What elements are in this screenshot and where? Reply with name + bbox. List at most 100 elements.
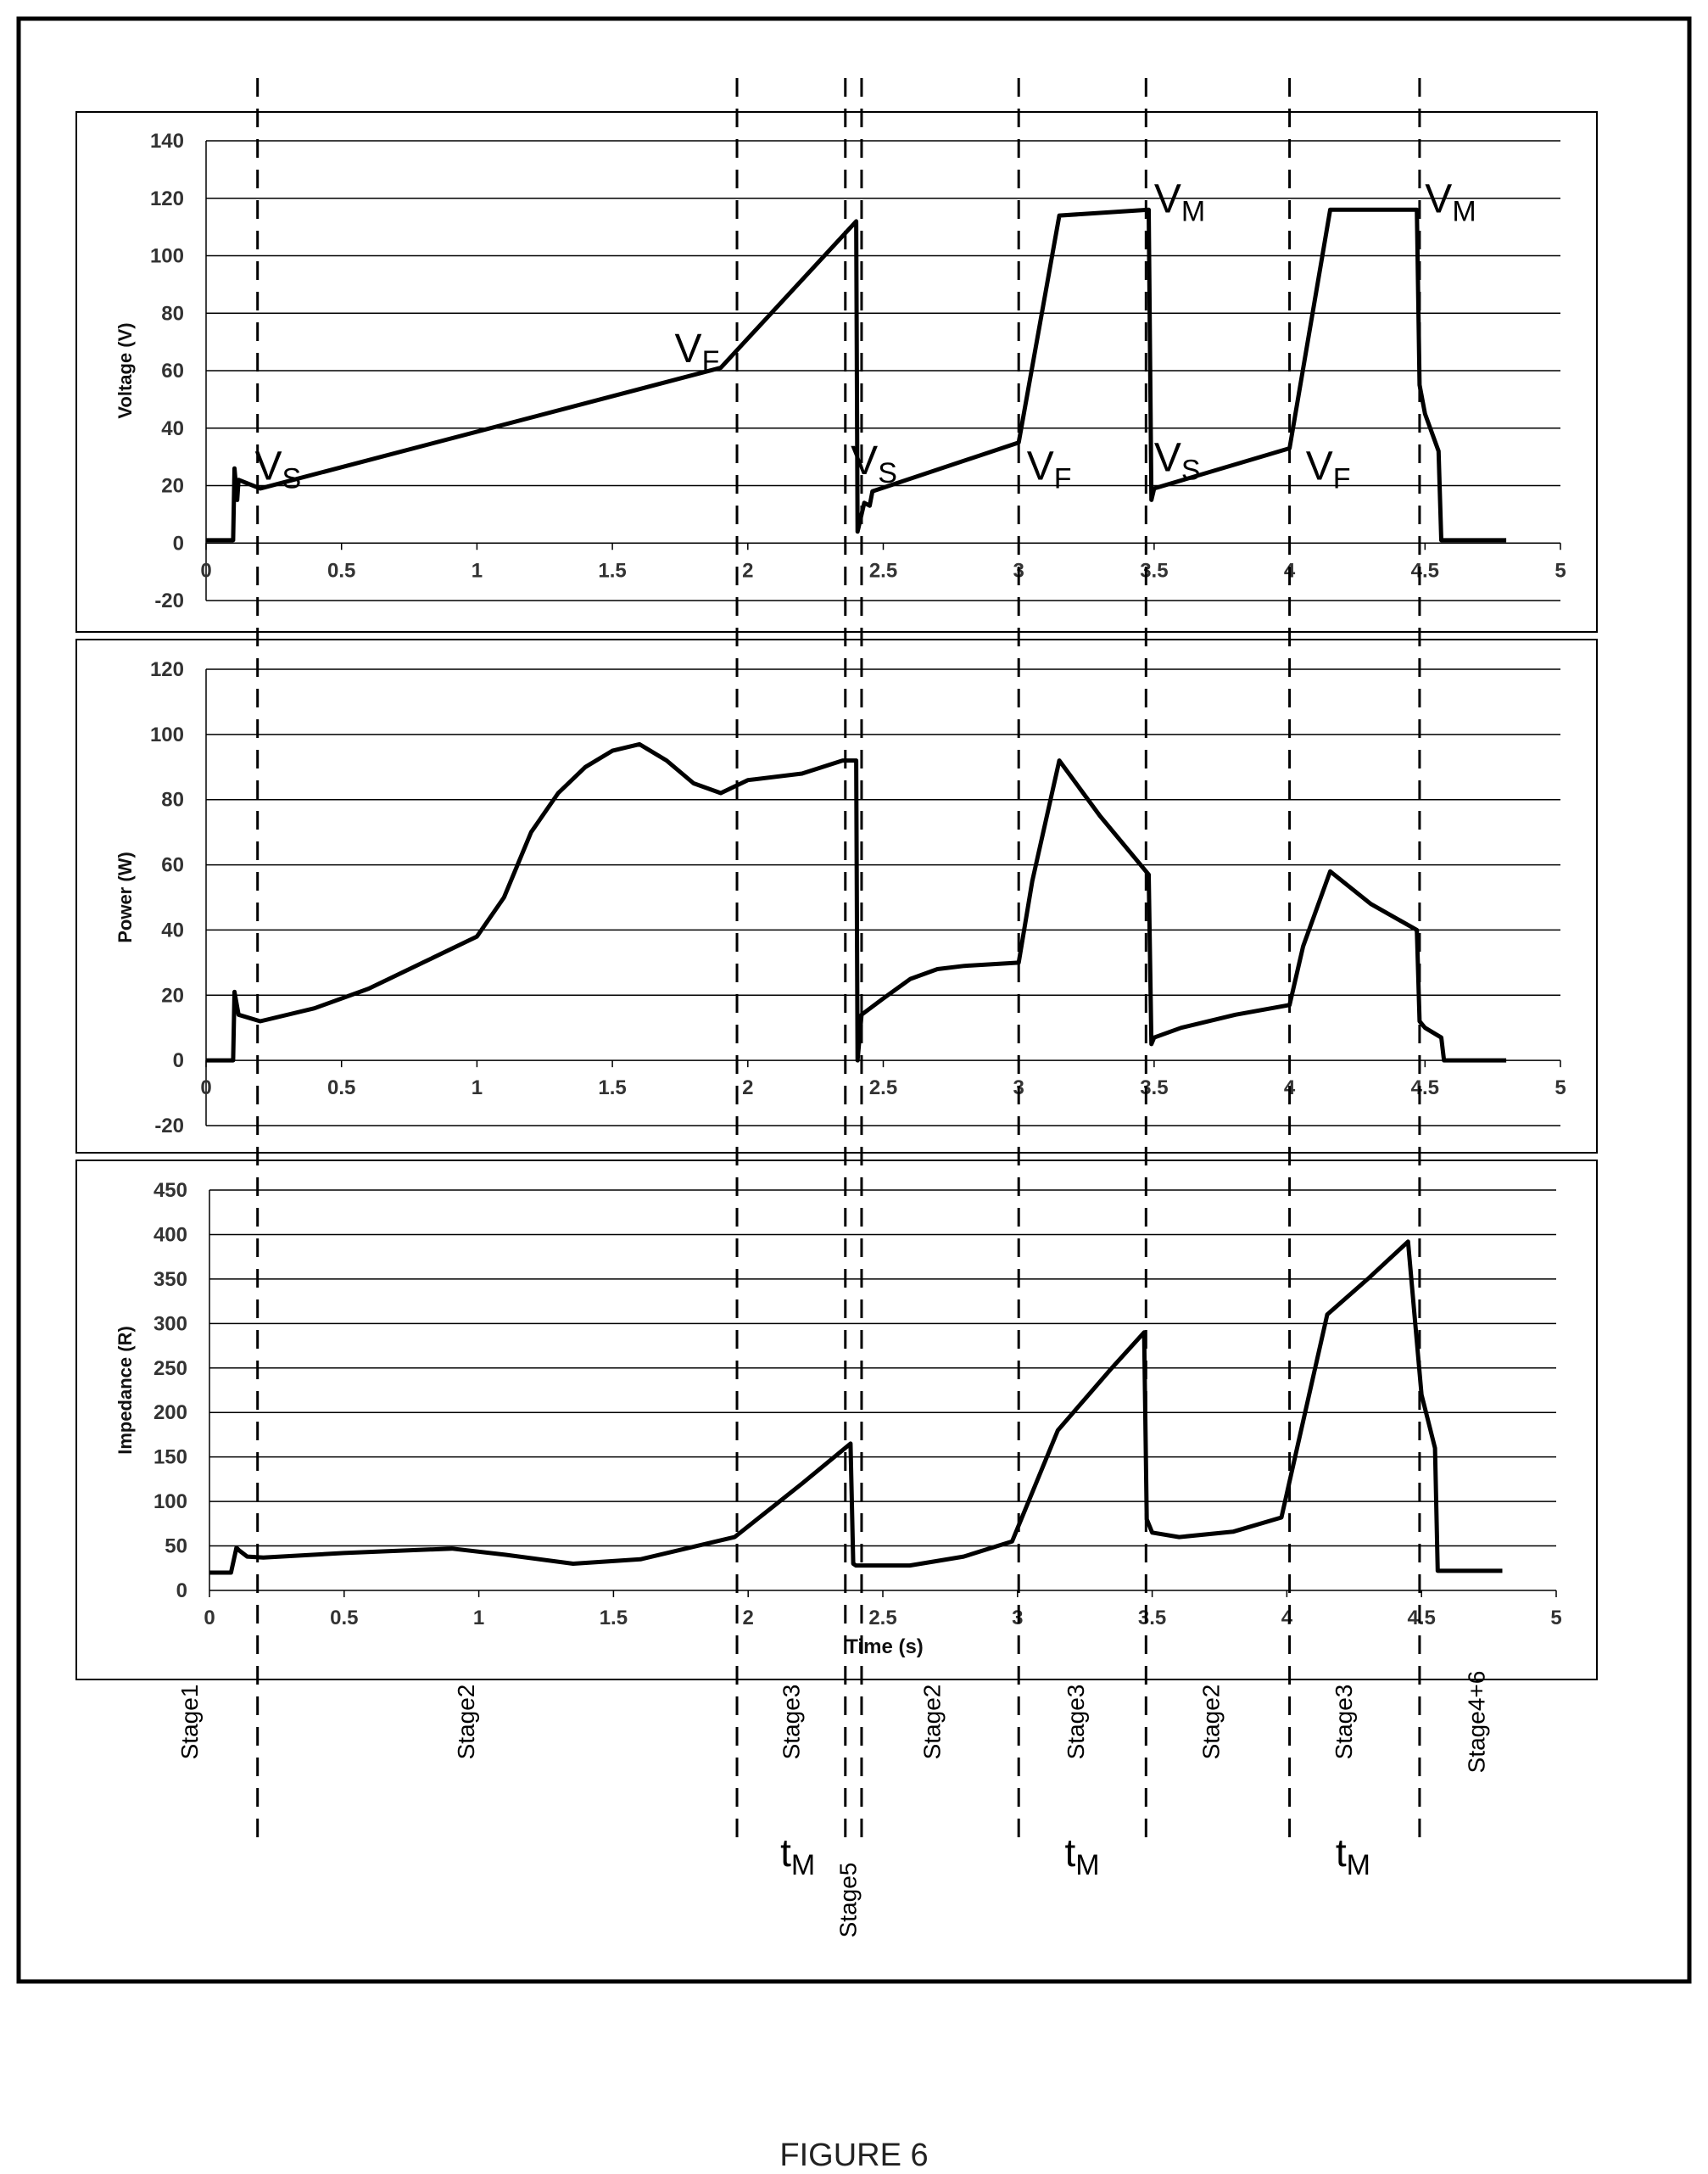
power-y-tick-label: -20 bbox=[154, 1115, 184, 1137]
voltage-x-tick-label: 1.5 bbox=[598, 559, 626, 582]
voltage-y-tick-label: 80 bbox=[161, 302, 184, 325]
impedance-frame bbox=[75, 1160, 1598, 1680]
impedance-x-axis-label: Time (s) bbox=[846, 1635, 924, 1658]
figure-caption: FIGURE 6 bbox=[779, 2138, 929, 2173]
impedance-x-tick-label: 5 bbox=[1550, 1607, 1561, 1629]
tm-labels: tM tM tM bbox=[780, 1830, 1370, 1881]
impedance-y-tick-label: 300 bbox=[153, 1312, 187, 1335]
power-x-tick-label: 2 bbox=[742, 1076, 753, 1099]
stage-label: Stage2 bbox=[453, 1685, 479, 1760]
impedance-x-tick-label: 2.5 bbox=[868, 1607, 896, 1629]
stage-label: Stage3 bbox=[1063, 1685, 1089, 1760]
power-y-tick-label: 20 bbox=[161, 984, 184, 1007]
impedance-x-tick-label: 4 bbox=[1281, 1607, 1293, 1629]
impedance-x-tick-label: 2 bbox=[743, 1607, 754, 1629]
impedance-x-tick-label: 0.5 bbox=[330, 1607, 358, 1629]
voltage-x-tick-label: 3.5 bbox=[1140, 559, 1168, 582]
power-panel: -2002040608010012000.511.522.533.544.55P… bbox=[75, 639, 1598, 1154]
impedance-y-tick-label: 0 bbox=[176, 1579, 187, 1602]
voltage-y-tick-label: -20 bbox=[154, 590, 184, 612]
voltage-annotation: VS bbox=[1154, 436, 1201, 487]
stage-label: Stage2 bbox=[919, 1685, 946, 1760]
impedance-y-tick-label: 200 bbox=[153, 1401, 187, 1424]
voltage-y-tick-label: 20 bbox=[161, 475, 184, 498]
impedance-series-line bbox=[209, 1239, 1503, 1575]
voltage-frame bbox=[75, 111, 1598, 633]
voltage-annotation: VM bbox=[1425, 177, 1476, 228]
power-series-line bbox=[206, 741, 1507, 1063]
voltage-x-tick-label: 4.5 bbox=[1411, 559, 1439, 582]
impedance-y-tick-label: 250 bbox=[153, 1357, 187, 1380]
power-x-tick-label: 0.5 bbox=[327, 1076, 355, 1099]
power-x-tick-label: 5 bbox=[1555, 1076, 1566, 1099]
voltage-x-tick-label: 2.5 bbox=[869, 559, 897, 582]
voltage-x-tick-label: 5 bbox=[1555, 559, 1566, 582]
voltage-x-tick-label: 1 bbox=[472, 559, 483, 582]
voltage-y-tick-label: 0 bbox=[173, 532, 184, 555]
impedance-y-tick-label: 150 bbox=[153, 1446, 187, 1469]
voltage-annotation-subscript: F bbox=[1333, 463, 1351, 495]
stage-label: Stage2 bbox=[1198, 1685, 1225, 1760]
impedance-x-tick-label: 4.5 bbox=[1408, 1607, 1436, 1629]
impedance-y-tick-label: 450 bbox=[153, 1179, 187, 1202]
impedance-y-tick-label: 100 bbox=[153, 1490, 187, 1513]
impedance-panel: 0 50 100 150 200 250 300 350 400 450 0 0.5 1 1.5 2 2.5 3… bbox=[75, 1160, 1598, 1680]
stage-label: Stage3 bbox=[778, 1685, 804, 1760]
power-x-tick-label: 4.5 bbox=[1411, 1076, 1439, 1099]
voltage-annotation-subscript: S bbox=[282, 463, 302, 495]
power-y-tick-label: 100 bbox=[150, 724, 184, 746]
impedance-x-tick-label: 0 bbox=[204, 1607, 215, 1629]
power-frame bbox=[75, 639, 1598, 1154]
stage-labels: Stage1 Stage2 Stage3 Stage5 Stage2 Stage3 Stag… bbox=[176, 1671, 1490, 1938]
power-y-tick-label: 120 bbox=[150, 658, 184, 681]
voltage-annotation: VF bbox=[675, 327, 720, 377]
voltage-y-axis-label: Voltage (V) bbox=[114, 322, 136, 418]
power-y-tick-label: 80 bbox=[161, 789, 184, 812]
voltage-annotation-subscript: M bbox=[1452, 196, 1476, 228]
stage-label: Stage5 bbox=[835, 1863, 862, 1938]
impedance-y-tick-label: 350 bbox=[153, 1268, 187, 1291]
voltage-x-tick-label: 0.5 bbox=[327, 559, 355, 582]
voltage-annotation: VS bbox=[851, 439, 897, 489]
power-x-tick-label: 3.5 bbox=[1140, 1076, 1168, 1099]
impedance-y-tick-label: 400 bbox=[153, 1223, 187, 1246]
voltage-annotation-subscript: F bbox=[1054, 463, 1072, 495]
impedance-x-tick-label: 1.5 bbox=[600, 1607, 628, 1629]
voltage-x-tick-label: 2 bbox=[742, 559, 753, 582]
tm-label: tM bbox=[780, 1830, 815, 1881]
tm-label-subscript: M bbox=[791, 1849, 815, 1881]
power-y-tick-label: 60 bbox=[161, 854, 184, 877]
voltage-series-line bbox=[206, 207, 1507, 543]
voltage-x-tick-label: 0 bbox=[200, 559, 211, 582]
power-y-tick-label: 40 bbox=[161, 919, 184, 942]
voltage-annotation-subscript: M bbox=[1181, 196, 1205, 228]
power-y-tick-label: 0 bbox=[173, 1049, 184, 1072]
stage-label: Stage3 bbox=[1331, 1685, 1357, 1760]
voltage-y-tick-label: 60 bbox=[161, 360, 184, 383]
stage-label: Stage4+6 bbox=[1464, 1671, 1490, 1774]
voltage-annotation: VF bbox=[1306, 444, 1351, 495]
power-y-axis-label: Power (W) bbox=[114, 852, 136, 943]
voltage-annotation-subscript: F bbox=[702, 345, 720, 377]
voltage-y-tick-label: 100 bbox=[150, 245, 184, 268]
stage-dividers bbox=[256, 78, 1421, 1849]
outer-frame bbox=[16, 16, 1692, 1984]
power-x-tick-label: 1.5 bbox=[598, 1076, 626, 1099]
voltage-annotation: VF bbox=[1027, 444, 1072, 495]
tm-label-subscript: M bbox=[1075, 1849, 1099, 1881]
tm-label: tM bbox=[1064, 1830, 1099, 1881]
voltage-y-tick-label: 40 bbox=[161, 417, 184, 440]
voltage-annotation: VM bbox=[1154, 177, 1205, 228]
voltage-panel: -2002040608010012014000.511.522.533.544.… bbox=[75, 111, 1598, 633]
impedance-y-axis-label: Impedance (R) bbox=[114, 1326, 136, 1455]
power-x-tick-label: 0 bbox=[200, 1076, 211, 1099]
power-x-tick-label: 2.5 bbox=[869, 1076, 897, 1099]
voltage-annotation-subscript: S bbox=[1181, 455, 1201, 487]
impedance-y-tick-label: 50 bbox=[165, 1535, 187, 1558]
power-x-tick-label: 1 bbox=[472, 1076, 483, 1099]
stage-label: Stage1 bbox=[176, 1685, 203, 1760]
voltage-annotation: VS bbox=[254, 444, 301, 495]
tm-label-subscript: M bbox=[1347, 1849, 1370, 1881]
impedance-x-tick-label: 1 bbox=[473, 1607, 484, 1629]
